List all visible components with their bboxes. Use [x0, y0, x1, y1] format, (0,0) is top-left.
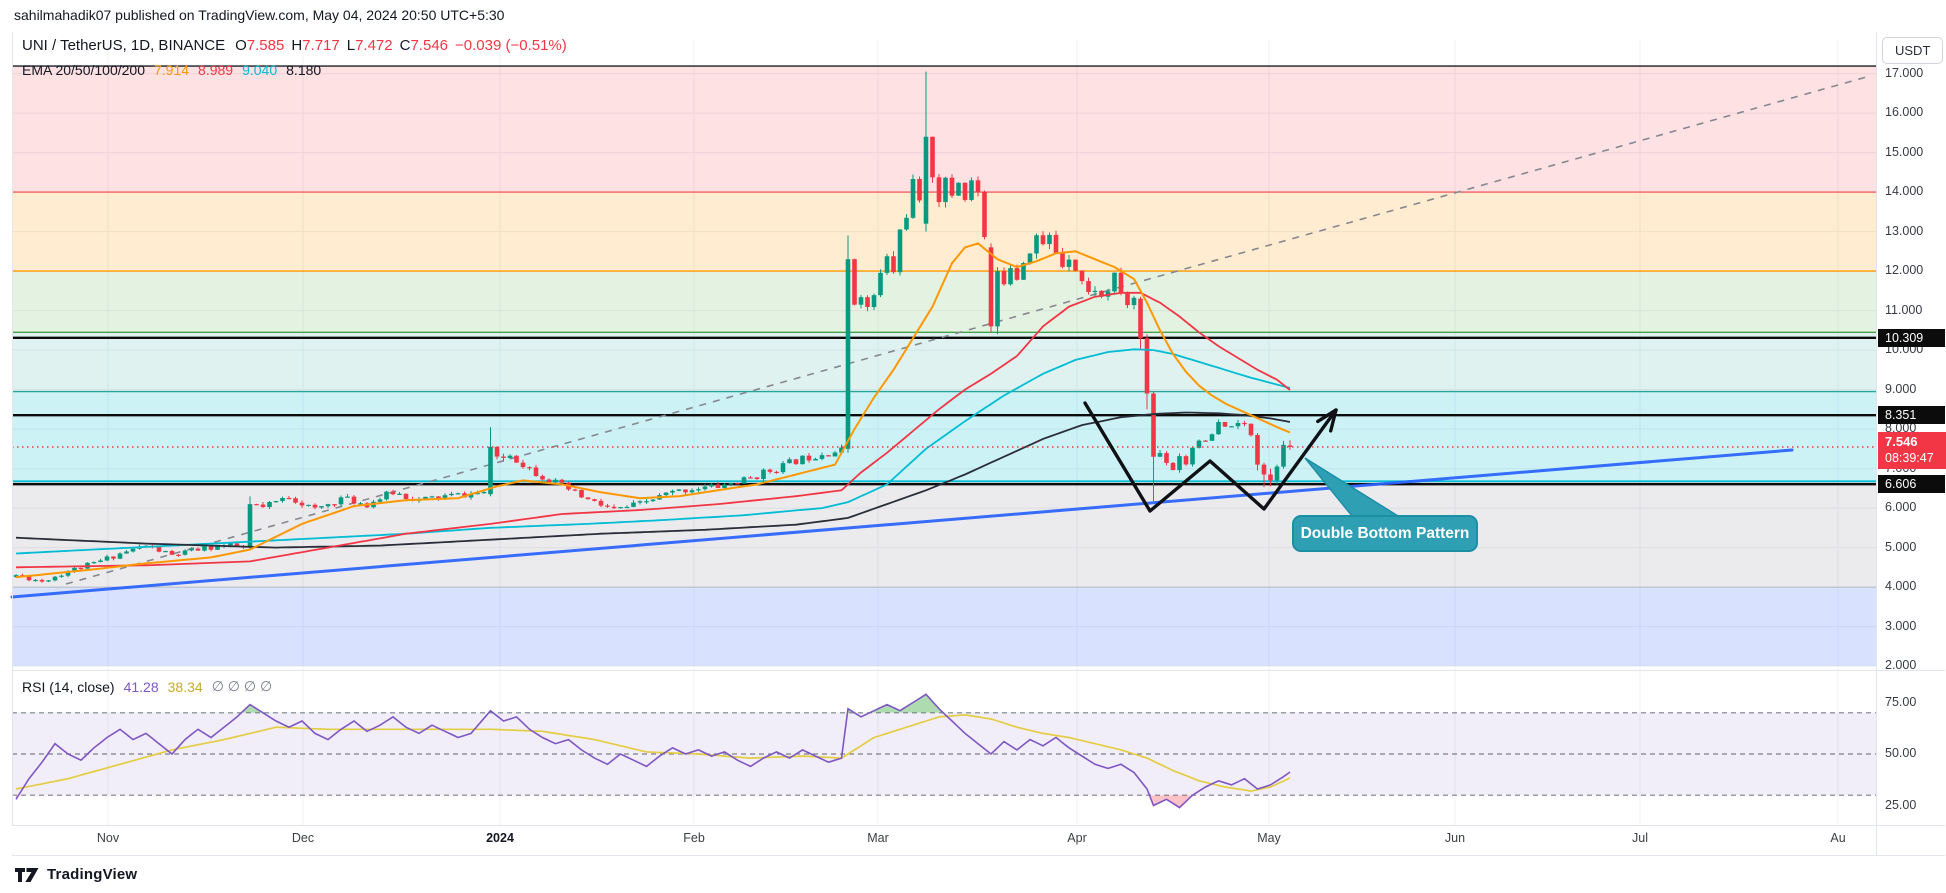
- rsi-indicator-legend[interactable]: RSI (14, close) 41.28 38.34 ∅ ∅ ∅ ∅: [22, 678, 272, 695]
- price-level-tag: 10.309: [1878, 328, 1945, 347]
- rsi-tick-label: 25.00: [1885, 797, 1917, 812]
- time-axis-label: Jul: [1632, 831, 1648, 845]
- ema50-value: 8.989: [198, 62, 234, 78]
- time-axis-border: [12, 825, 1945, 826]
- open-value: 7.585: [246, 37, 285, 54]
- double-bottom-callout: Double Bottom Pattern: [1292, 515, 1478, 552]
- price-tick-label: 8.000: [1885, 421, 1917, 436]
- rsi-label: RSI (14, close): [22, 678, 115, 695]
- high-label: H: [291, 37, 303, 54]
- time-axis-label: Au: [1830, 831, 1846, 845]
- time-axis-label: Apr: [1067, 831, 1087, 845]
- open-label: O: [235, 37, 247, 54]
- last-price-value: 7.546: [1885, 434, 1918, 449]
- price-tick-label: 5.000: [1885, 539, 1917, 554]
- time-axis-label: Dec: [291, 831, 315, 845]
- ema-label: EMA 20/50/100/200: [22, 62, 145, 78]
- symbol-legend[interactable]: UNI / TetherUS, 1D, BINANCE O7.585 H7.71…: [22, 37, 574, 54]
- time-axis-label: May: [1257, 831, 1281, 845]
- time-axis-label: Nov: [96, 831, 120, 845]
- tradingview-brand-text: TradingView: [47, 866, 138, 883]
- low-value: 7.472: [355, 37, 393, 54]
- price-level-tag: 8.351: [1878, 406, 1945, 425]
- tradingview-attribution[interactable]: TradingView: [14, 866, 137, 883]
- price-tick-label: 16.000: [1885, 105, 1924, 120]
- rsi-empty-slots: ∅ ∅ ∅ ∅: [211, 678, 273, 694]
- ema20-value: 7.914: [154, 62, 190, 78]
- rsi-tick-label: 75.00: [1885, 694, 1917, 709]
- price-level-tag: 6.606: [1878, 475, 1945, 494]
- price-tick-label: 4.000: [1885, 579, 1917, 594]
- change-value: −0.039 (−0.51%): [455, 37, 567, 54]
- time-axis-label: Feb: [683, 831, 705, 845]
- axis-left-border: [1876, 33, 1877, 855]
- publish-info: sahilmahadik07 published on TradingView.…: [14, 7, 505, 23]
- price-tick-label: 17.000: [1885, 65, 1924, 80]
- currency-toggle-button[interactable]: USDT: [1882, 37, 1944, 64]
- price-tick-label: 6.000: [1885, 500, 1917, 515]
- price-tick-label: 14.000: [1885, 184, 1924, 199]
- widget-bottom-border: [12, 855, 1945, 856]
- rsi-value: 41.28: [123, 678, 159, 695]
- double-bottom-callout-text: Double Bottom Pattern: [1300, 524, 1470, 542]
- price-tick-label: 2.000: [1885, 658, 1917, 673]
- ema-indicator-legend[interactable]: EMA 20/50/100/200 7.914 8.989 9.040 8.18…: [22, 62, 330, 78]
- price-tick-label: 12.000: [1885, 263, 1924, 278]
- time-axis-label: Mar: [867, 831, 889, 845]
- price-tick-label: 13.000: [1885, 223, 1924, 238]
- ema100-value: 9.040: [242, 62, 278, 78]
- last-price-countdown: 08:39:47: [1885, 451, 1934, 465]
- time-axis-label: 2024: [486, 831, 514, 845]
- price-tick-label: 3.000: [1885, 618, 1917, 633]
- price-tick-label: 9.000: [1885, 381, 1917, 396]
- rsi-ma-value: 38.34: [167, 678, 203, 695]
- price-axis[interactable]: 17.000 16.000 15.000 14.000 13.000 12.000 11.0…: [1877, 34, 1946, 825]
- time-axis[interactable]: Nov Dec 2024 Feb Mar Apr May Jun Jul Au: [12, 826, 1876, 854]
- ema200-value: 8.180: [286, 62, 322, 78]
- pane-divider[interactable]: [12, 670, 1945, 671]
- high-value: 7.717: [302, 37, 340, 54]
- low-label: L: [346, 37, 356, 54]
- close-value: 7.546: [410, 37, 449, 54]
- widget-left-border: [12, 33, 13, 855]
- close-label: C: [399, 37, 411, 54]
- price-tick-label: 15.000: [1885, 144, 1924, 159]
- last-price-tag: 7.546 08:39:47: [1878, 432, 1946, 469]
- symbol-title: UNI / TetherUS, 1D, BINANCE: [22, 37, 226, 54]
- price-tick-label: 11.000: [1885, 302, 1923, 317]
- rsi-tick-label: 50.00: [1885, 746, 1917, 760]
- time-axis-label: Jun: [1444, 831, 1466, 845]
- tradingview-logo-icon: [15, 867, 39, 882]
